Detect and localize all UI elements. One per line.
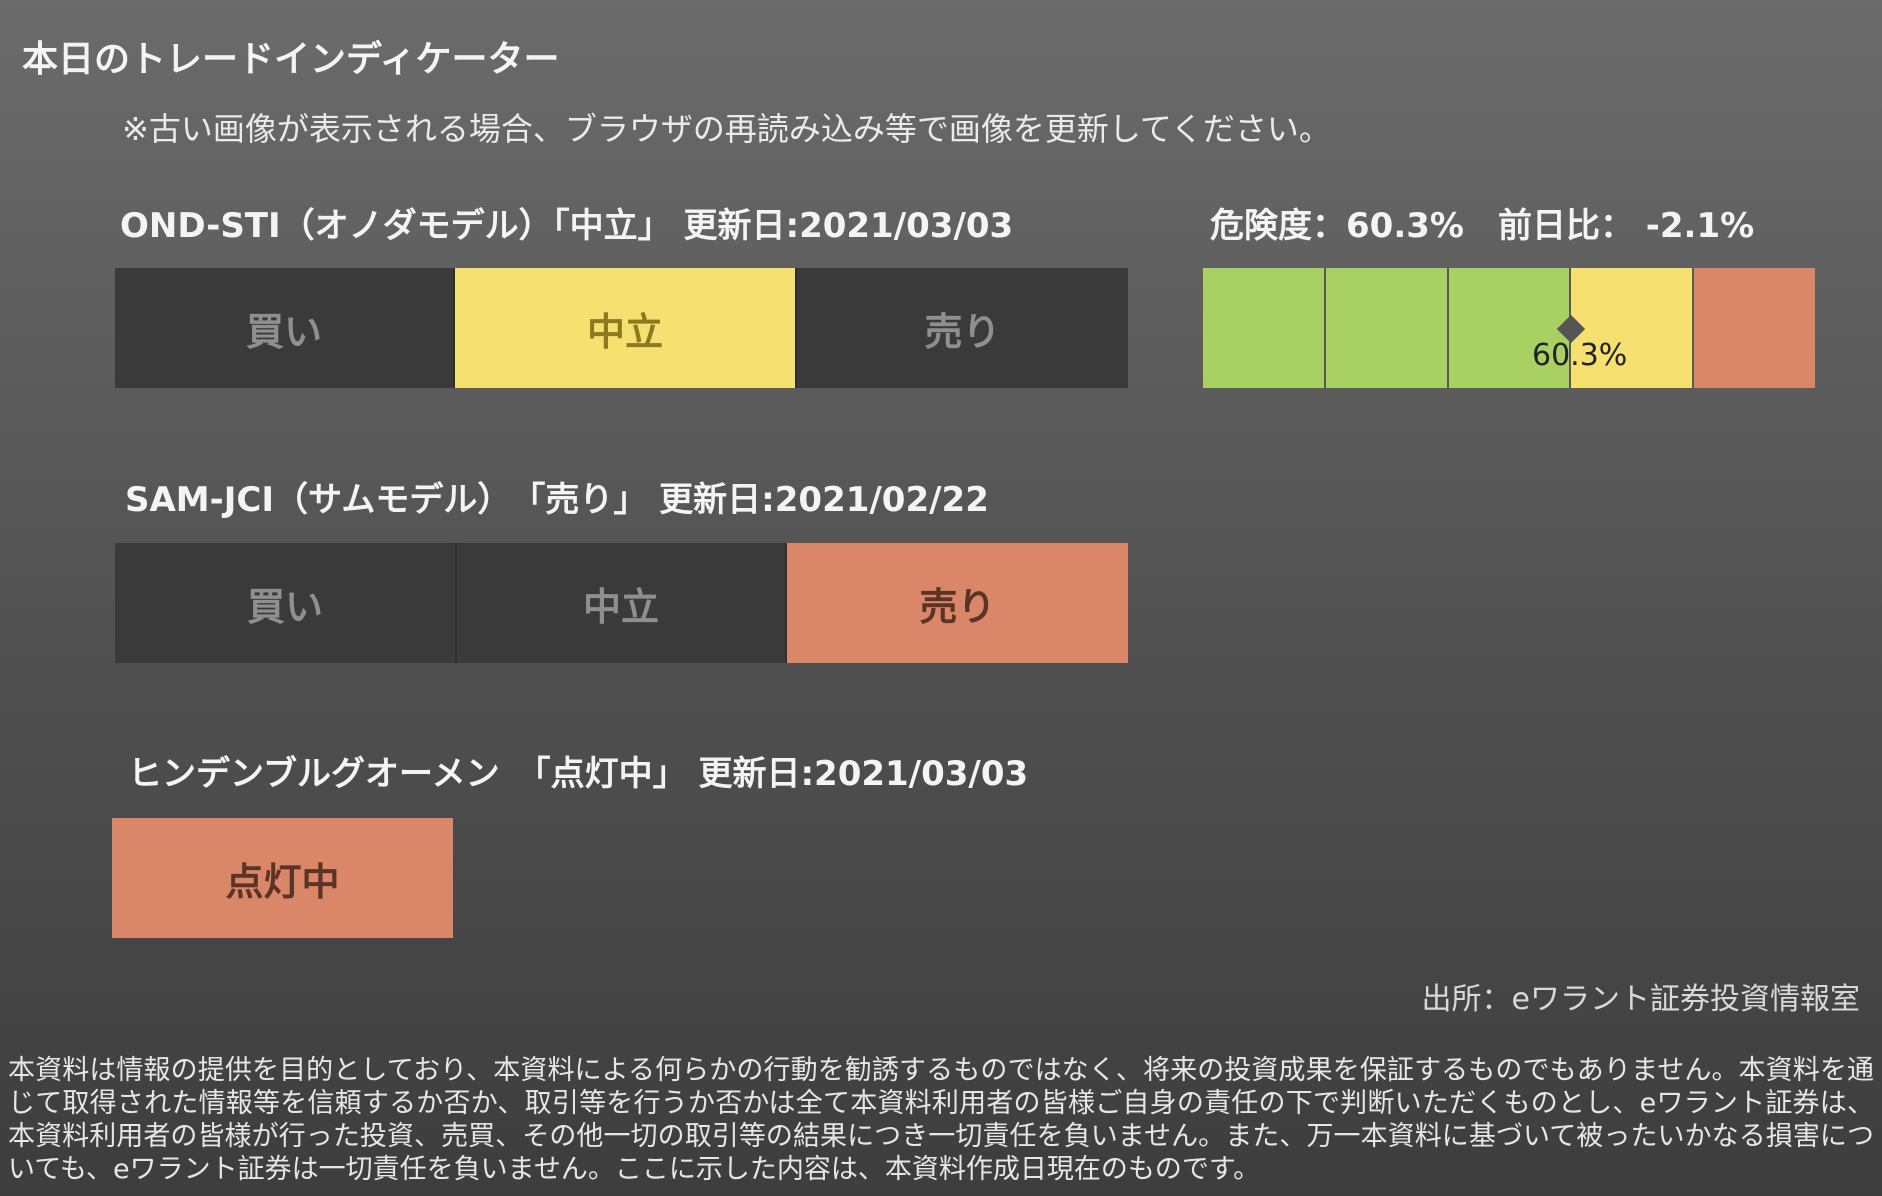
page-title: 本日のトレードインディケーター [22, 39, 560, 80]
ond-sti-label: OND-STI（オノダモデル）「中立」 更新日:2021/03/03 [120, 206, 1014, 246]
disclaimer-text: 本資料は情報の提供を目的としており、本資料による何らかの行動を勧誘するものではな… [8, 1055, 1874, 1185]
sam-jci-signal-bar: 買い 中立 売り [115, 543, 1128, 663]
hindenburg-label: ヒンデンブルグオーメン 「点灯中」 更新日:2021/03/03 [128, 754, 1029, 794]
sam-jci-buy-segment: 買い [115, 543, 457, 663]
source-credit: 出所：eワラント証券投資情報室 [1421, 982, 1860, 1017]
sam-jci-label: SAM-JCI（サムモデル） 「売り」 更新日:2021/02/22 [125, 480, 989, 520]
risk-segment-5 [1694, 268, 1815, 388]
ond-sti-neutral-segment: 中立 [455, 268, 797, 388]
risk-segment-4 [1571, 268, 1695, 388]
risk-label: 危険度：60.3% 前日比： -2.1% [1210, 206, 1755, 246]
ond-sti-signal-bar: 買い 中立 売り [115, 268, 1128, 388]
hindenburg-status-segment: 点灯中 [112, 818, 453, 938]
ond-sti-sell-segment: 売り [797, 268, 1128, 388]
risk-segment-1 [1203, 268, 1326, 388]
hindenburg-signal-bar: 点灯中 [112, 818, 453, 938]
risk-marker-label: 60.3% [1532, 338, 1628, 373]
reload-notice: ※古い画像が表示される場合、ブラウザの再読み込み等で画像を更新してください。 [122, 110, 1331, 148]
risk-meter [1203, 268, 1815, 388]
risk-segment-2 [1325, 268, 1449, 388]
sam-jci-sell-segment: 売り [787, 543, 1128, 663]
ond-sti-buy-segment: 買い [115, 268, 455, 388]
sam-jci-neutral-segment: 中立 [457, 543, 787, 663]
